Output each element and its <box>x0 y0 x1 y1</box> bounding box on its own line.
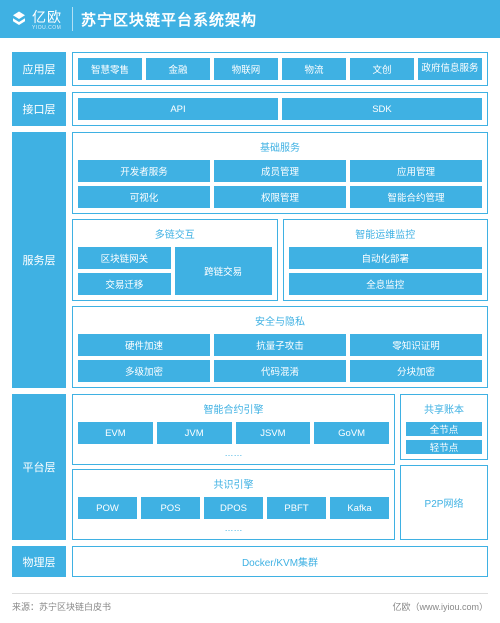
security-panel: 安全与隐私 硬件加速 抗量子攻击 零知识证明 多级加密 代码混淆 分块加密 <box>72 306 488 388</box>
consensus-title: 共识引擎 <box>78 475 389 493</box>
layer-physical: 物理层 Docker/KVM集群 <box>12 546 488 577</box>
layer-app: 应用层 智慧零售 金融 物联网 物流 文创 政府信息服务 <box>12 52 488 86</box>
security-item: 零知识证明 <box>350 334 482 356</box>
ledger-title: 共享账本 <box>406 400 482 418</box>
contract-item: JVM <box>157 422 232 444</box>
app-item: 物联网 <box>214 58 278 80</box>
layer-label-service: 服务层 <box>12 132 66 388</box>
physical-item: Docker/KVM集群 <box>80 554 480 569</box>
brand-logo: 亿欧 YIOU.COM <box>10 7 73 31</box>
security-item: 抗量子攻击 <box>214 334 346 356</box>
contract-title: 智能合约引擎 <box>78 400 389 418</box>
brand-sub: YIOU.COM <box>32 25 62 31</box>
footer: 来源：苏宁区块链白皮书 亿欧（www.iyiou.com） <box>12 593 488 623</box>
ledger-item: 全节点 <box>406 422 482 436</box>
basic-item: 权限管理 <box>214 186 346 208</box>
contract-ellipsis: …… <box>78 448 389 459</box>
api-item: SDK <box>282 98 482 120</box>
basic-item: 应用管理 <box>350 160 482 182</box>
app-panel: 智慧零售 金融 物联网 物流 文创 政府信息服务 <box>72 52 488 86</box>
basic-item: 智能合约管理 <box>350 186 482 208</box>
ops-title: 智能运维监控 <box>289 225 483 243</box>
logo-icon <box>10 10 28 28</box>
security-title: 安全与隐私 <box>78 312 482 330</box>
multi-title: 多链交互 <box>78 225 272 243</box>
consensus-item: POS <box>141 497 200 519</box>
footer-source: 来源：苏宁区块链白皮书 <box>12 600 111 613</box>
physical-panel: Docker/KVM集群 <box>72 546 488 577</box>
multi-item: 交易迁移 <box>78 273 171 295</box>
consensus-engine-panel: 共识引擎 POW POS DPOS PBFT Kafka …… <box>72 469 395 540</box>
app-item: 智慧零售 <box>78 58 142 80</box>
contract-engine-panel: 智能合约引擎 EVM JVM JSVM GoVM …… <box>72 394 395 465</box>
consensus-item: PBFT <box>267 497 326 519</box>
consensus-ellipsis: …… <box>78 523 389 534</box>
brand-name: 亿欧 <box>32 7 62 27</box>
app-item: 物流 <box>282 58 346 80</box>
basic-item: 开发者服务 <box>78 160 210 182</box>
consensus-item: Kafka <box>330 497 389 519</box>
header-bar: 亿欧 YIOU.COM 苏宁区块链平台系统架构 <box>0 0 500 38</box>
multichain-panel: 多链交互 区块链网关 交易迁移 跨链交易 <box>72 219 278 301</box>
multi-item: 区块链网关 <box>78 247 171 269</box>
contract-item: EVM <box>78 422 153 444</box>
security-item: 硬件加速 <box>78 334 210 356</box>
ops-item: 自动化部署 <box>289 247 483 269</box>
contract-item: GoVM <box>314 422 389 444</box>
app-item: 政府信息服务 <box>418 58 482 80</box>
security-item: 多级加密 <box>78 360 210 382</box>
layer-label-physical: 物理层 <box>12 546 66 577</box>
diagram-title: 苏宁区块链平台系统架构 <box>81 9 257 30</box>
basic-item: 可视化 <box>78 186 210 208</box>
ops-panel: 智能运维监控 自动化部署 全息监控 <box>283 219 489 301</box>
basic-title: 基础服务 <box>78 138 482 156</box>
layer-platform: 平台层 智能合约引擎 EVM JVM JSVM GoVM …… <box>12 394 488 540</box>
layer-label-app: 应用层 <box>12 52 66 86</box>
layer-service: 服务层 基础服务 开发者服务 成员管理 应用管理 可视化 权限管理 智能合约管理… <box>12 132 488 388</box>
consensus-item: POW <box>78 497 137 519</box>
footer-credit: 亿欧（www.iyiou.com） <box>392 600 488 613</box>
security-item: 分块加密 <box>350 360 482 382</box>
basic-services-panel: 基础服务 开发者服务 成员管理 应用管理 可视化 权限管理 智能合约管理 <box>72 132 488 214</box>
p2p-panel: P2P网络 <box>400 465 488 540</box>
contract-item: JSVM <box>236 422 311 444</box>
app-item: 文创 <box>350 58 414 80</box>
security-item: 代码混淆 <box>214 360 346 382</box>
consensus-item: DPOS <box>204 497 263 519</box>
layer-api: 接口层 API SDK <box>12 92 488 126</box>
multi-item: 跨链交易 <box>175 247 272 295</box>
ledger-panel: 共享账本 全节点 轻节点 <box>400 394 488 460</box>
p2p-label: P2P网络 <box>406 485 482 520</box>
app-item: 金融 <box>146 58 210 80</box>
basic-item: 成员管理 <box>214 160 346 182</box>
api-item: API <box>78 98 278 120</box>
layer-label-platform: 平台层 <box>12 394 66 540</box>
architecture-diagram: 应用层 智慧零售 金融 物联网 物流 文创 政府信息服务 接口层 API SDK <box>0 38 500 587</box>
ledger-item: 轻节点 <box>406 440 482 454</box>
ops-item: 全息监控 <box>289 273 483 295</box>
layer-label-api: 接口层 <box>12 92 66 126</box>
api-panel: API SDK <box>72 92 488 126</box>
